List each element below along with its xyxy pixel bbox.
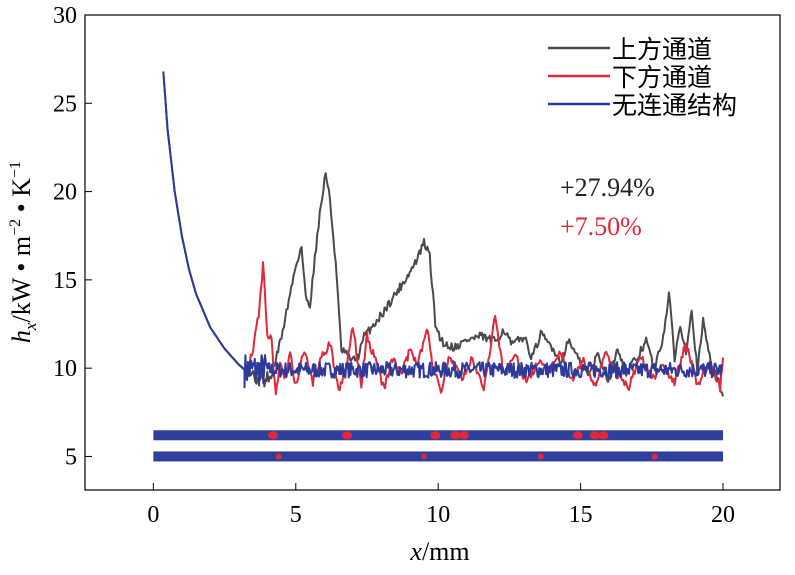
inset-strips <box>153 430 724 462</box>
x-tick-label: 0 <box>147 502 159 528</box>
inset-dot <box>458 431 469 440</box>
x-tick-label: 20 <box>711 502 735 528</box>
inset-dot <box>572 431 583 440</box>
inset-dot <box>430 431 441 440</box>
x-tick-label: 10 <box>426 502 450 528</box>
inset-dot <box>598 431 609 440</box>
inset-dot <box>651 453 658 460</box>
inset-dot <box>589 431 600 440</box>
legend-label: 下方通道 <box>612 64 712 92</box>
y-tick-label: 10 <box>53 356 77 382</box>
inset-strip <box>153 451 724 462</box>
y-tick-label: 25 <box>53 91 77 117</box>
x-tick-label: 15 <box>569 502 593 528</box>
inset-dot <box>450 431 461 440</box>
inset-dot <box>275 453 282 460</box>
x-tick-label: 5 <box>290 502 302 528</box>
plot-frame <box>84 14 781 491</box>
annotation-bottom: +7.50% <box>560 212 642 241</box>
inset-dot <box>537 453 544 460</box>
y-axis-label: hx/kW • m−2 • K−1 <box>7 161 40 343</box>
y-tick-label: 15 <box>53 268 77 294</box>
y-tick-label: 5 <box>65 444 77 470</box>
inset-dot <box>342 431 353 440</box>
annotation-top: +27.94% <box>560 173 655 202</box>
legend-label: 无连通结构 <box>612 92 737 120</box>
legend-label: 上方通道 <box>612 36 712 64</box>
y-tick-label: 20 <box>53 180 77 206</box>
inset-dot <box>420 453 427 460</box>
series-line-2 <box>162 71 724 389</box>
axis-ticks: 0 5 10 15 20 5 10 15 20 25 30 <box>53 3 735 528</box>
x-axis-label: x/mm <box>409 537 469 566</box>
inset-dot <box>267 431 278 440</box>
series-lines <box>162 71 724 397</box>
y-tick-label: 30 <box>53 3 77 29</box>
